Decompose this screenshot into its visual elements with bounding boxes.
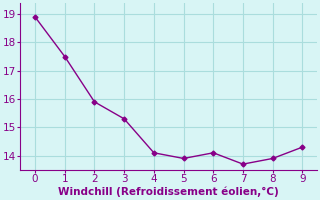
X-axis label: Windchill (Refroidissement éolien,°C): Windchill (Refroidissement éolien,°C) bbox=[58, 187, 279, 197]
